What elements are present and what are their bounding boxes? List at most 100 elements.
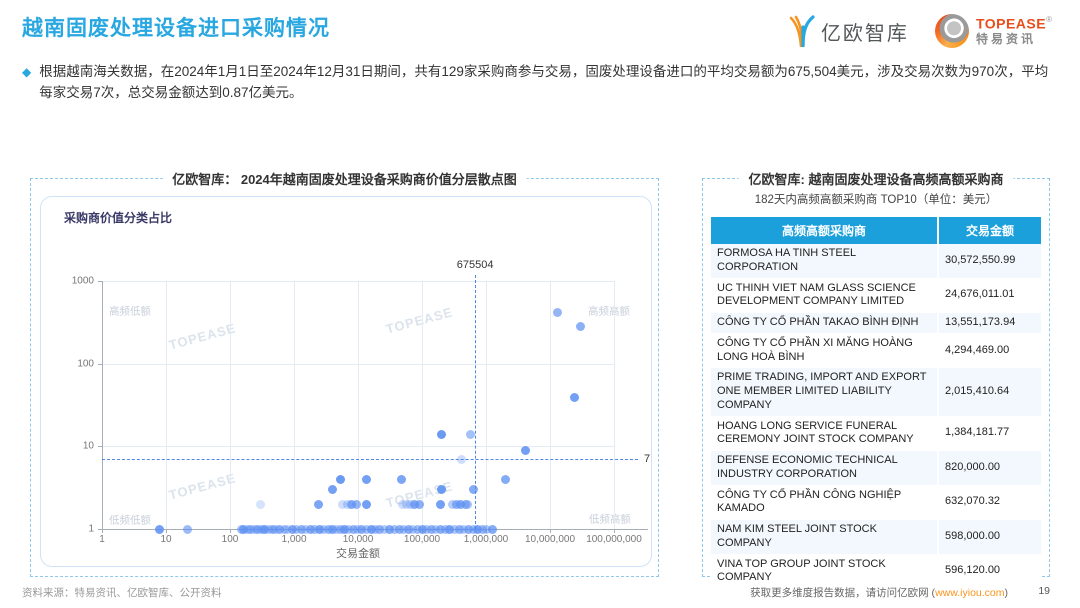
top10-table: 高频高额采购商 交易金额 FORMOSA HA TINH STEEL CORPO…	[711, 217, 1041, 589]
column-header-amount: 交易金额	[937, 217, 1041, 244]
top10-panel-title: 亿欧智库: 越南固废处理设备高频高额采购商	[738, 169, 1014, 188]
scatter-point	[569, 392, 579, 402]
footer-promo: 获取更多维度报告数据，请访问亿欧网 (www.iyiou.com)	[750, 585, 1008, 600]
scatter-point	[426, 524, 436, 534]
mean-x-value: 675504	[456, 259, 494, 271]
scatter-point	[296, 524, 306, 534]
top10-panel: 亿欧智库: 越南固废处理设备高频高额采购商 182天内高频高额采购商 TOP10…	[702, 169, 1050, 589]
quadrant-label-top-left: 高频低额	[109, 305, 151, 318]
watermark: TOPEASE	[384, 304, 455, 337]
scatter-point	[389, 524, 399, 534]
x-axis-label: 交易金额	[336, 548, 380, 560]
gridline	[102, 363, 614, 365]
scatter-point	[454, 524, 464, 534]
buyer-amount: 13,551,173.94	[937, 312, 1041, 334]
mean-x-line	[475, 275, 477, 529]
x-tick-label: 1	[99, 534, 105, 545]
chart-label: 采购商价值分类占比	[64, 211, 173, 225]
buyer-name: UC THINH VIET NAM GLASS SCIENCE DEVELOPM…	[711, 278, 938, 313]
y-tick-mark	[98, 363, 102, 365]
scatter-point	[431, 524, 441, 534]
watermark: TOPEASE	[167, 320, 238, 353]
y-tick-label: 10	[82, 440, 94, 452]
scatter-point	[463, 524, 473, 534]
buyer-amount: 1,384,181.77	[937, 416, 1041, 451]
scatter-point	[361, 499, 371, 509]
x-tick-label: 10,000	[342, 534, 374, 545]
gridline	[486, 281, 487, 529]
scatter-point	[323, 524, 333, 534]
topease-logo-text: TOPEASE	[975, 15, 1047, 32]
x-tick-mark	[550, 529, 551, 533]
topease-circle-icon	[934, 14, 969, 48]
eo-intelligence-logo: 亿欧智库	[789, 15, 909, 47]
quadrant-label-bottom-right: 低频高额	[589, 513, 631, 526]
scatter-point	[451, 499, 461, 509]
gridline	[102, 281, 614, 282]
buyer-amount: 632,070.32	[937, 485, 1041, 520]
buyer-name: CÔNG TY CỔ PHẦN XI MĂNG HOÀNG LONG HOÀ B…	[711, 333, 938, 369]
scatter-point	[521, 445, 531, 455]
scatter-point	[313, 499, 323, 509]
scatter-point	[328, 524, 338, 534]
scatter-point	[409, 499, 419, 509]
scatter-point	[417, 524, 427, 534]
gridline	[230, 281, 231, 529]
scatter-point	[576, 322, 586, 332]
scatter-point	[361, 524, 371, 534]
column-header-buyer: 高频高额采购商	[711, 217, 938, 244]
scatter-point	[394, 524, 404, 534]
source-note: 资料来源：特易资讯、亿欧智库、公开资料	[22, 587, 222, 599]
scatter-point	[310, 524, 320, 534]
scatter-point	[256, 499, 266, 509]
scatter-point	[328, 485, 338, 495]
scatter-point	[398, 499, 408, 509]
buyer-amount: 2,015,410.64	[937, 367, 1041, 417]
scatter-plot-area: TOPEASE TOPEASE TOPEASE TOPEASE 高频低额 高频高…	[72, 259, 650, 545]
eo-logo-icon	[789, 15, 815, 47]
buyer-name: CÔNG TY CỔ PHẦN CÔNG NGHIỆP KAMADO	[711, 485, 938, 520]
buyer-name: PRIME TRADING, IMPORT AND EXPORT ONE MEM…	[711, 367, 938, 417]
y-tick-mark	[98, 446, 102, 448]
gridline	[550, 281, 551, 529]
scatter-point	[401, 499, 411, 509]
scatter-point	[348, 524, 358, 534]
table-row: HOANG LONG SERVICE FUNERAL CEREMONY JOIN…	[711, 416, 1041, 451]
buyer-amount: 4,294,469.00	[937, 333, 1041, 369]
scatter-point	[292, 524, 302, 534]
scatter-point	[449, 524, 459, 534]
scatter-point	[352, 499, 362, 509]
scatter-point	[397, 474, 407, 484]
table-row: NAM KIM STEEL JOINT STOCK COMPANY 598,000…	[711, 519, 1041, 555]
x-tick-label: 1,000,000	[463, 534, 509, 545]
gridline	[614, 281, 615, 529]
gridline	[294, 281, 295, 529]
x-tick-mark	[614, 529, 615, 533]
eo-logo-text: 亿欧智库	[820, 22, 909, 45]
summary-paragraph: ◆ 根据越南海关数据，在2024年1月1日至2024年12月31日期间，共有12…	[22, 62, 1060, 104]
scatter-point	[300, 524, 310, 534]
gridline	[422, 281, 423, 529]
table-row: VINA TOP GROUP JOINT STOCK COMPANY 596,12…	[711, 554, 1041, 589]
x-tick-label: 100,000	[403, 534, 441, 545]
x-tick-mark	[230, 529, 231, 533]
table-header-row: 高频高额采购商 交易金额	[711, 217, 1041, 244]
buyer-amount: 24,676,011.01	[937, 278, 1041, 313]
promo-text: 获取更多维度报告数据，请访问亿欧网 (	[750, 587, 936, 599]
scatter-point	[283, 524, 293, 534]
iyiou-link[interactable]: www.iyiou.com	[935, 587, 1005, 599]
x-tick-label: 10,000,000	[524, 534, 576, 545]
x-tick-label: 100	[221, 534, 239, 545]
x-tick-mark	[166, 529, 167, 533]
watermark: TOPEASE	[167, 470, 238, 503]
x-tick-label: 1,000	[281, 534, 307, 545]
scatter-point	[338, 499, 348, 509]
scatter-panel-title: 亿欧智库： 2024年越南固废处理设备采购商价值分层散点图	[162, 169, 527, 188]
scatter-point	[552, 307, 562, 317]
registered-mark-icon: ®	[1046, 15, 1052, 25]
table-row: UC THINH VIET NAM GLASS SCIENCE DEVELOPM…	[711, 278, 1041, 313]
scatter-point	[335, 474, 345, 484]
buyer-name: HOANG LONG SERVICE FUNERAL CEREMONY JOIN…	[711, 416, 938, 451]
scatter-point	[436, 429, 446, 439]
